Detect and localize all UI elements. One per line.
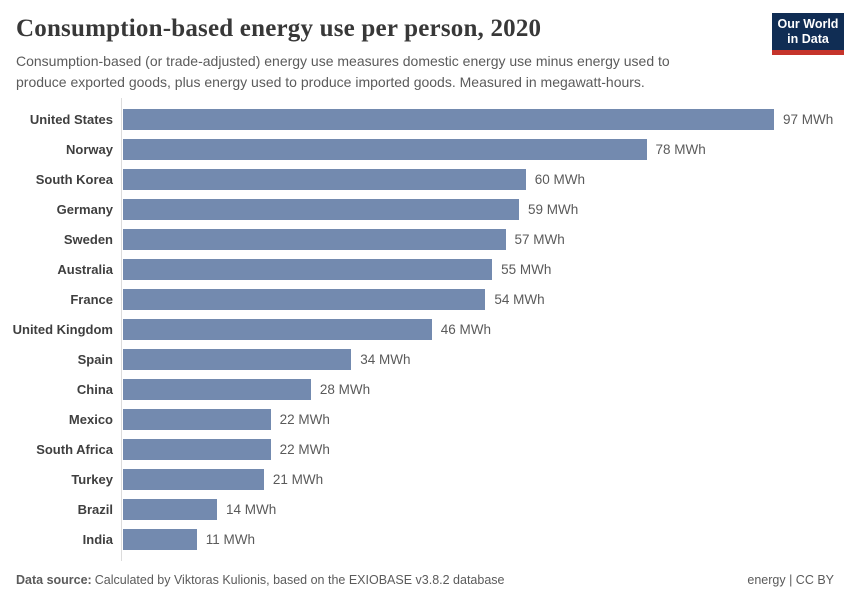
plot-cell: 60 MWh xyxy=(121,164,850,194)
plot-cell: 22 MWh xyxy=(121,404,850,434)
data-source: Data source: Calculated by Viktoras Kulio… xyxy=(16,573,504,587)
bar[interactable] xyxy=(123,168,526,190)
value-label: 22 MWh xyxy=(279,411,330,427)
bar[interactable] xyxy=(123,498,217,520)
plot-cell: 54 MWh xyxy=(121,284,850,314)
bar[interactable] xyxy=(123,438,271,460)
category-label: Spain xyxy=(77,351,113,367)
bar-row: India 11 MWh xyxy=(0,524,850,554)
plot-cell: 78 MWh xyxy=(121,134,850,164)
category-label: United States xyxy=(29,111,113,127)
owid-logo-line1: Our World xyxy=(777,16,839,31)
value-label: 34 MWh xyxy=(360,351,411,367)
value-label: 60 MWh xyxy=(534,171,585,187)
plot-cell: 57 MWh xyxy=(121,224,850,254)
value-label: 11 MWh xyxy=(205,531,256,547)
value-label: 46 MWh xyxy=(440,321,491,337)
data-source-text: Calculated by Viktoras Kulionis, based o… xyxy=(94,573,505,587)
bar-row: Norway 78 MWh xyxy=(0,134,850,164)
bar-row: United Kingdom 46 MWh xyxy=(0,314,850,344)
value-label: 14 MWh xyxy=(226,501,277,517)
category-label: Turkey xyxy=(71,471,113,487)
value-label: 97 MWh xyxy=(783,111,834,127)
bar-row: Australia 55 MWh xyxy=(0,254,850,284)
bar[interactable] xyxy=(123,288,486,310)
category-label: South Africa xyxy=(36,441,113,457)
category-label: Mexico xyxy=(68,411,113,427)
plot-cell: 59 MWh xyxy=(121,194,850,224)
value-label: 59 MWh xyxy=(528,201,579,217)
bar-row: China 28 MWh xyxy=(0,374,850,404)
bar-row: Sweden 57 MWh xyxy=(0,224,850,254)
value-label: 54 MWh xyxy=(494,291,545,307)
bar[interactable] xyxy=(123,378,311,400)
owid-logo[interactable]: Our World in Data xyxy=(772,13,844,55)
bar-row: France 54 MWh xyxy=(0,284,850,314)
category-label: Brazil xyxy=(77,501,113,517)
category-label: South Korea xyxy=(35,171,113,187)
owid-logo-box: Our World in Data xyxy=(772,13,844,55)
value-label: 57 MWh xyxy=(514,231,565,247)
plot-cell: 14 MWh xyxy=(121,494,850,524)
bar[interactable] xyxy=(123,198,519,220)
bar-chart: United States 97 MWh Norway 78 MWh South Kor… xyxy=(0,98,850,561)
plot-cell: 97 MWh xyxy=(121,104,850,134)
plot-cell: 46 MWh xyxy=(121,314,850,344)
bar-row: Turkey 21 MWh xyxy=(0,464,850,494)
plot-cell: 22 MWh xyxy=(121,434,850,464)
bar[interactable] xyxy=(123,468,264,490)
category-label: Germany xyxy=(56,201,113,217)
value-label: 28 MWh xyxy=(319,381,371,397)
category-label: United Kingdom xyxy=(12,321,113,337)
category-label: Norway xyxy=(66,141,113,157)
bar[interactable] xyxy=(123,528,197,550)
bar[interactable] xyxy=(123,348,352,370)
category-label: China xyxy=(76,381,113,397)
value-label: 21 MWh xyxy=(272,471,324,487)
owid-logo-line2: in Data xyxy=(787,31,829,46)
bar-row: South Korea 60 MWh xyxy=(0,164,850,194)
license-link[interactable]: energy | CC BY xyxy=(747,573,834,587)
bar[interactable] xyxy=(123,228,506,250)
value-label: 55 MWh xyxy=(501,261,552,277)
category-label: India xyxy=(82,531,113,547)
category-label: Australia xyxy=(57,261,113,277)
y-axis-line xyxy=(121,98,122,561)
bar-chart-rows: United States 97 MWh Norway 78 MWh South Kor… xyxy=(0,98,850,561)
data-source-label: Data source: xyxy=(16,573,92,587)
chart-header: Consumption-based energy use per person,… xyxy=(16,14,754,93)
bar[interactable] xyxy=(123,108,774,130)
bar-row: South Africa 22 MWh xyxy=(0,434,850,464)
plot-cell: 11 MWh xyxy=(121,524,850,554)
plot-cell: 34 MWh xyxy=(121,344,850,374)
value-label: 22 MWh xyxy=(279,441,330,457)
bar-row: United States 97 MWh xyxy=(0,104,850,134)
plot-cell: 55 MWh xyxy=(121,254,850,284)
bar-row: Mexico 22 MWh xyxy=(0,404,850,434)
bar-row: Germany 59 MWh xyxy=(0,194,850,224)
value-label: 78 MWh xyxy=(655,141,706,157)
chart-subtitle: Consumption-based (or trade-adjusted) en… xyxy=(16,53,670,90)
bar[interactable] xyxy=(123,138,647,160)
bar-row: Brazil 14 MWh xyxy=(0,494,850,524)
plot-cell: 28 MWh xyxy=(121,374,850,404)
bar[interactable] xyxy=(123,408,271,430)
page-title: Consumption-based energy use per person,… xyxy=(16,15,542,42)
bar[interactable] xyxy=(123,258,493,280)
bar-row: Spain 34 MWh xyxy=(0,344,850,374)
category-label: France xyxy=(70,291,113,307)
plot-cell: 21 MWh xyxy=(121,464,850,494)
category-label: Sweden xyxy=(63,231,113,247)
bar[interactable] xyxy=(123,318,432,340)
chart-footer: Data source: Calculated by Viktoras Kulio… xyxy=(16,573,834,587)
